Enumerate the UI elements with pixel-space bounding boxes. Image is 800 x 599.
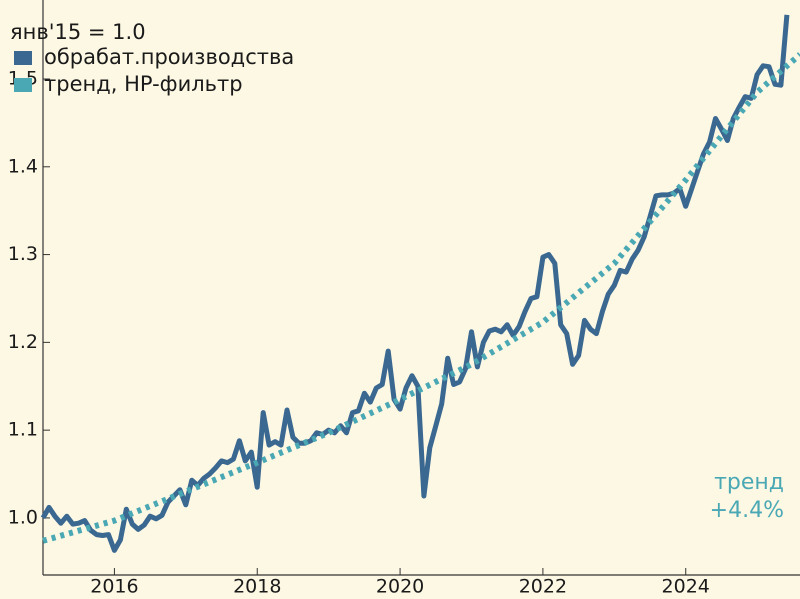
y-tick-label: 1.0: [8, 506, 38, 528]
x-tick-label: 2024: [662, 576, 710, 598]
legend-label: тренд, HP-фильтр: [44, 72, 243, 96]
series-line: [40, 14, 790, 553]
x-tick-label: 2018: [233, 576, 281, 598]
x-tick-label: 2016: [90, 576, 138, 598]
x-tick-label: 2022: [519, 576, 567, 598]
legend-label: обрабат.производства: [44, 45, 294, 69]
y-tick-label: 1.4: [8, 155, 38, 177]
y-tick-label: 1.2: [8, 331, 38, 353]
series-line: [42, 52, 800, 544]
x-tick-label: 2020: [376, 576, 424, 598]
y-tick-label: 1.1: [8, 419, 38, 441]
annotation: тренд: [714, 470, 784, 495]
legend-swatch: [14, 51, 32, 65]
annotation: +4.4%: [710, 498, 784, 523]
legend-swatch: [14, 78, 32, 92]
legend-title: янв'15 = 1.0: [10, 20, 146, 44]
y-tick-label: 1.3: [8, 243, 38, 265]
